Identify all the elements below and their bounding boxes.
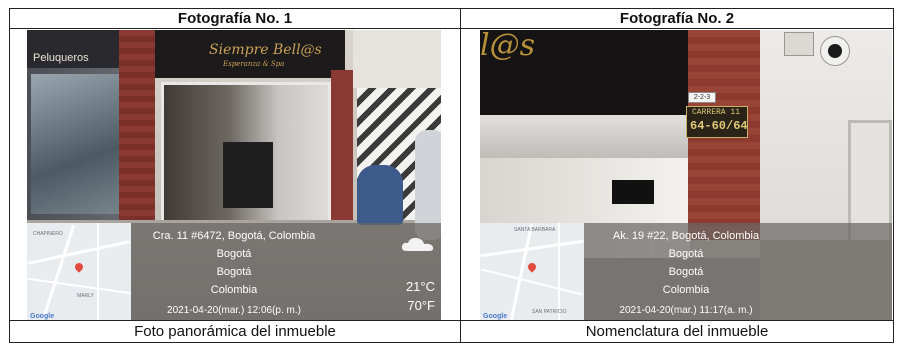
gps-map-thumbnail: CHAPINERO MARLY Google: [27, 223, 131, 321]
photo-1-caption: Foto panorámica del inmueble: [10, 320, 460, 342]
photo-cell-1: Fotografía No. 1 Peluqueros Siempre Bell…: [10, 9, 461, 342]
gps-region: Bogotá: [216, 266, 252, 278]
gps-map-thumbnail: SANTA BARBARA SAN PATRICIO Google: [480, 223, 584, 321]
awning: [480, 115, 690, 159]
tv-screen: [612, 180, 654, 204]
photo-2-header: Fotografía No. 2: [461, 9, 893, 29]
photo-1-header: Fotografía No. 1: [10, 9, 460, 29]
left-shop-window: [31, 74, 127, 214]
gps-timestamp: 2021-04-20(mar.) 11:17(a. m.): [619, 305, 753, 316]
upper-wall: [353, 30, 441, 88]
gps-country: Colombia: [210, 284, 258, 296]
gps-city: Bogotá: [668, 248, 704, 260]
gps-address: Ak. 19 #22, Bogotá, Colombia: [612, 230, 760, 242]
gps-city: Bogotá: [216, 248, 252, 260]
photo-cell-2: Fotografía No. 2 l@s 2-2-3 CARRERA 11 64…: [461, 9, 893, 342]
gps-country: Colombia: [662, 284, 710, 296]
salon-sign-name: Siempre Bell@s: [209, 42, 322, 58]
photo-2-caption: Nomenclatura del inmueble: [461, 320, 893, 342]
camera-lens: [828, 44, 842, 58]
temperature-celsius: 21°C: [405, 279, 435, 294]
address-plaque: [686, 106, 748, 138]
person-crouching: [357, 165, 403, 225]
address-plaque-number: 64-60/64: [690, 119, 748, 133]
price-board: [223, 142, 273, 208]
gps-address: Cra. 11 #6472, Bogotá, Colombia: [152, 230, 316, 242]
photo-1-image: Peluqueros Siempre Bell@s Esperanza & Sp…: [27, 30, 441, 321]
brick-pillar: [119, 30, 155, 240]
meter-box: [784, 32, 814, 56]
salon-sign-board: [155, 30, 345, 78]
photo-2-image: l@s 2-2-3 CARRERA 11 64-60/64 SANTA BAR: [480, 30, 892, 321]
google-logo: Google: [30, 313, 55, 320]
left-shop-sign-text: Peluqueros: [33, 52, 89, 64]
brick-pillar-right: [331, 70, 353, 240]
small-number-plate: 2-2-3: [688, 92, 716, 103]
person-standing: [415, 130, 441, 240]
salon-sign-fragment: l@s: [480, 30, 535, 63]
salon-sign-board: [480, 30, 690, 115]
photo-report-table: Fotografía No. 1 Peluqueros Siempre Bell…: [9, 8, 894, 343]
gps-timestamp: 2021-04-20(mar.) 12:06(p. m.): [167, 305, 301, 316]
salon-sign-subtitle: Esperanza & Spa: [223, 60, 285, 68]
address-plaque-street: CARRERA 11: [692, 108, 741, 117]
google-logo: Google: [483, 313, 508, 320]
cloud-icon: [401, 237, 434, 251]
gps-region: Bogotá: [668, 266, 704, 278]
temperature-fahrenheit: 70°F: [407, 298, 435, 313]
